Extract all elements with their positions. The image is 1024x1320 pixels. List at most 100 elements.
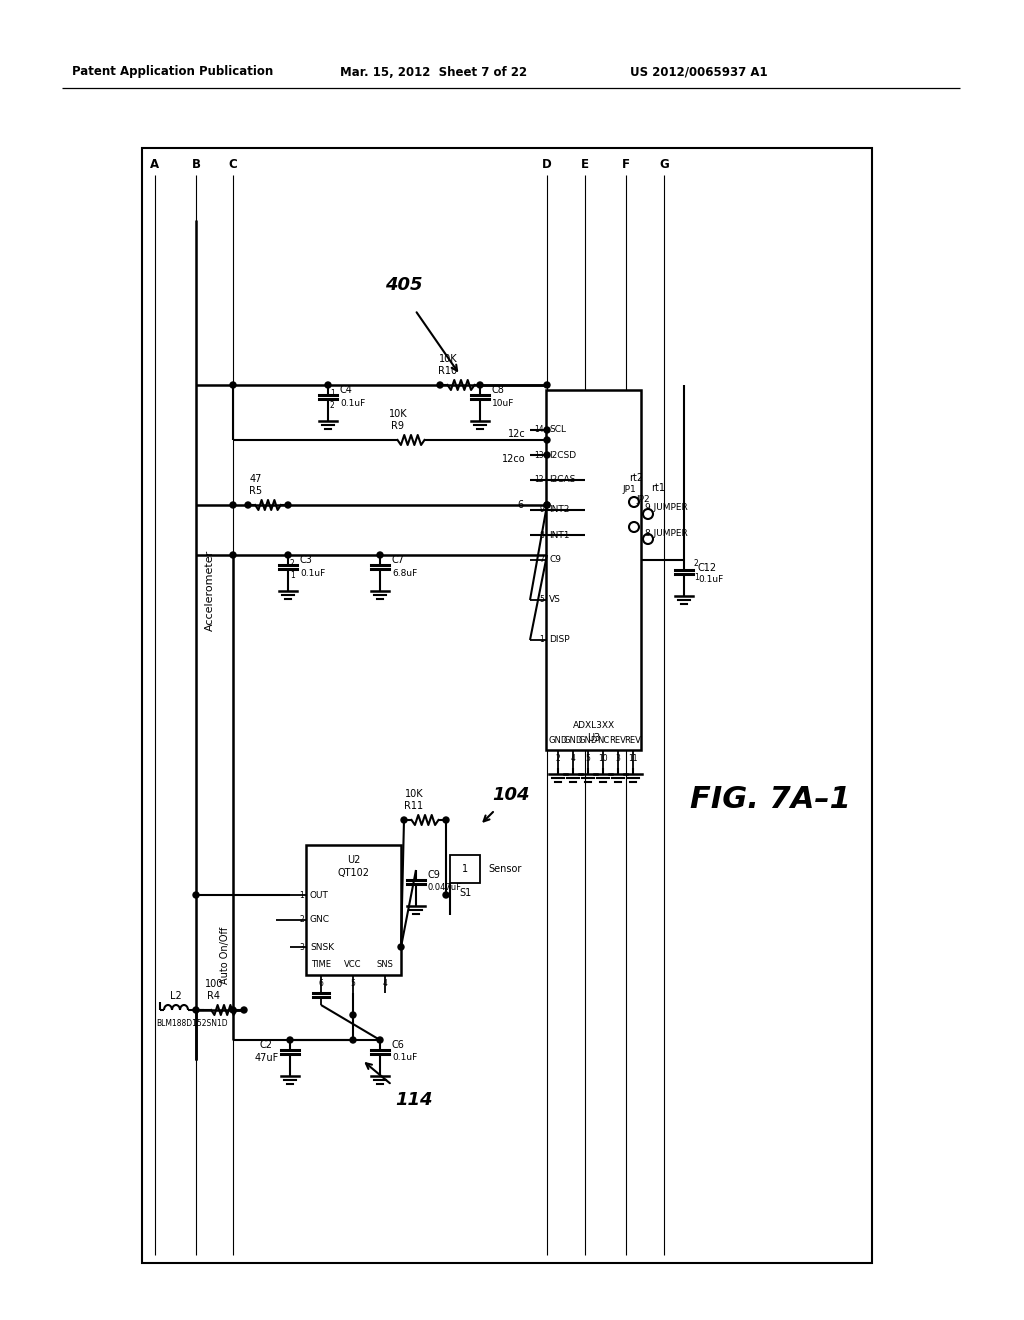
Text: 1: 1 <box>694 573 698 582</box>
Text: 1: 1 <box>462 865 468 874</box>
Circle shape <box>350 1012 356 1018</box>
Text: Mar. 15, 2012  Sheet 7 of 22: Mar. 15, 2012 Sheet 7 of 22 <box>340 66 527 78</box>
Text: 10K: 10K <box>404 789 423 799</box>
Text: 4: 4 <box>383 979 387 987</box>
Text: GND: GND <box>579 737 598 744</box>
Circle shape <box>241 1007 247 1012</box>
Text: U3: U3 <box>587 733 600 743</box>
Text: B: B <box>191 158 201 172</box>
Bar <box>306 845 401 975</box>
Bar <box>142 148 872 1263</box>
Bar <box>450 855 480 883</box>
Text: C3: C3 <box>300 554 313 565</box>
Text: REV: REV <box>609 737 627 744</box>
Text: 10uF: 10uF <box>492 399 514 408</box>
Text: 3: 3 <box>615 754 621 763</box>
Text: S1: S1 <box>459 888 471 898</box>
Text: 0.1uF: 0.1uF <box>340 399 366 408</box>
Text: R10: R10 <box>438 366 458 376</box>
Circle shape <box>443 817 449 822</box>
Text: JP2: JP2 <box>636 495 650 504</box>
Circle shape <box>193 892 199 898</box>
Text: 2: 2 <box>330 400 335 409</box>
Text: F: F <box>622 158 630 172</box>
Circle shape <box>443 892 449 898</box>
Text: C9: C9 <box>428 870 441 880</box>
Circle shape <box>287 1038 293 1043</box>
Circle shape <box>377 552 383 558</box>
Text: C9: C9 <box>549 556 561 565</box>
Circle shape <box>544 451 550 458</box>
Text: SNSK: SNSK <box>310 942 334 952</box>
Text: 12co: 12co <box>503 454 526 465</box>
Circle shape <box>325 381 331 388</box>
Text: SCL: SCL <box>549 425 566 434</box>
Text: VS: VS <box>549 595 561 605</box>
Circle shape <box>544 502 550 508</box>
Text: 10: 10 <box>598 754 608 763</box>
Text: DISP: DISP <box>549 635 569 644</box>
Text: C2: C2 <box>260 1040 273 1049</box>
Circle shape <box>230 502 236 508</box>
Text: Accelerometer: Accelerometer <box>205 549 215 631</box>
Text: 1: 1 <box>540 635 544 644</box>
Text: Sensor: Sensor <box>488 865 521 874</box>
Text: R4: R4 <box>208 991 220 1001</box>
Circle shape <box>245 502 251 508</box>
Text: D: D <box>542 158 552 172</box>
Text: 5: 5 <box>586 754 591 763</box>
Text: BLM188D152SN1D: BLM188D152SN1D <box>156 1019 227 1028</box>
Text: R5: R5 <box>250 486 262 496</box>
Text: 2: 2 <box>299 916 304 924</box>
Text: US 2012/0065937 A1: US 2012/0065937 A1 <box>630 66 768 78</box>
Text: 10K: 10K <box>438 354 458 364</box>
Text: R11: R11 <box>404 801 424 810</box>
Text: 0.1uF: 0.1uF <box>300 569 326 578</box>
Text: NC: NC <box>597 737 609 744</box>
Text: 47: 47 <box>250 474 262 484</box>
Text: A: A <box>151 158 160 172</box>
Text: 5: 5 <box>350 979 355 987</box>
Text: JP1: JP1 <box>623 486 636 495</box>
Text: 8: 8 <box>540 531 544 540</box>
Text: QT102: QT102 <box>338 869 370 878</box>
Text: VCC: VCC <box>344 960 361 969</box>
Circle shape <box>193 1007 199 1012</box>
Text: 13: 13 <box>535 450 544 459</box>
Text: 0.1uF: 0.1uF <box>392 1053 417 1063</box>
Circle shape <box>285 552 291 558</box>
Text: C8: C8 <box>492 385 505 395</box>
Circle shape <box>230 552 236 558</box>
Circle shape <box>437 381 443 388</box>
Text: 6.8uF: 6.8uF <box>392 569 417 578</box>
Text: 6: 6 <box>518 500 524 510</box>
Text: 1: 1 <box>330 388 335 397</box>
Text: 12c: 12c <box>508 429 526 440</box>
Text: TIME: TIME <box>311 960 331 969</box>
Text: G: G <box>659 158 669 172</box>
Text: 7: 7 <box>539 556 544 565</box>
Text: 5: 5 <box>539 595 544 605</box>
Text: 9 JUMPER: 9 JUMPER <box>645 503 688 512</box>
Text: U2: U2 <box>347 855 360 865</box>
Text: 0.047uF: 0.047uF <box>428 883 462 892</box>
Text: 4: 4 <box>570 754 575 763</box>
Text: 1: 1 <box>299 891 304 899</box>
Circle shape <box>477 381 483 388</box>
Text: 1: 1 <box>290 570 295 579</box>
Text: ADXL3XX: ADXL3XX <box>572 722 614 730</box>
Text: C4: C4 <box>340 385 353 395</box>
Text: 2: 2 <box>290 558 295 568</box>
Text: 104: 104 <box>492 785 529 804</box>
Text: 3: 3 <box>299 942 304 952</box>
Text: Patent Application Publication: Patent Application Publication <box>72 66 273 78</box>
Text: 405: 405 <box>385 276 423 294</box>
Text: C6: C6 <box>392 1040 404 1049</box>
Text: L2: L2 <box>170 991 182 1001</box>
Text: INT2: INT2 <box>549 506 569 515</box>
Text: 100: 100 <box>205 979 223 989</box>
Text: 14: 14 <box>535 425 544 434</box>
Text: FIG. 7A–1: FIG. 7A–1 <box>690 785 851 814</box>
Text: INT1: INT1 <box>549 531 569 540</box>
Circle shape <box>544 502 550 508</box>
